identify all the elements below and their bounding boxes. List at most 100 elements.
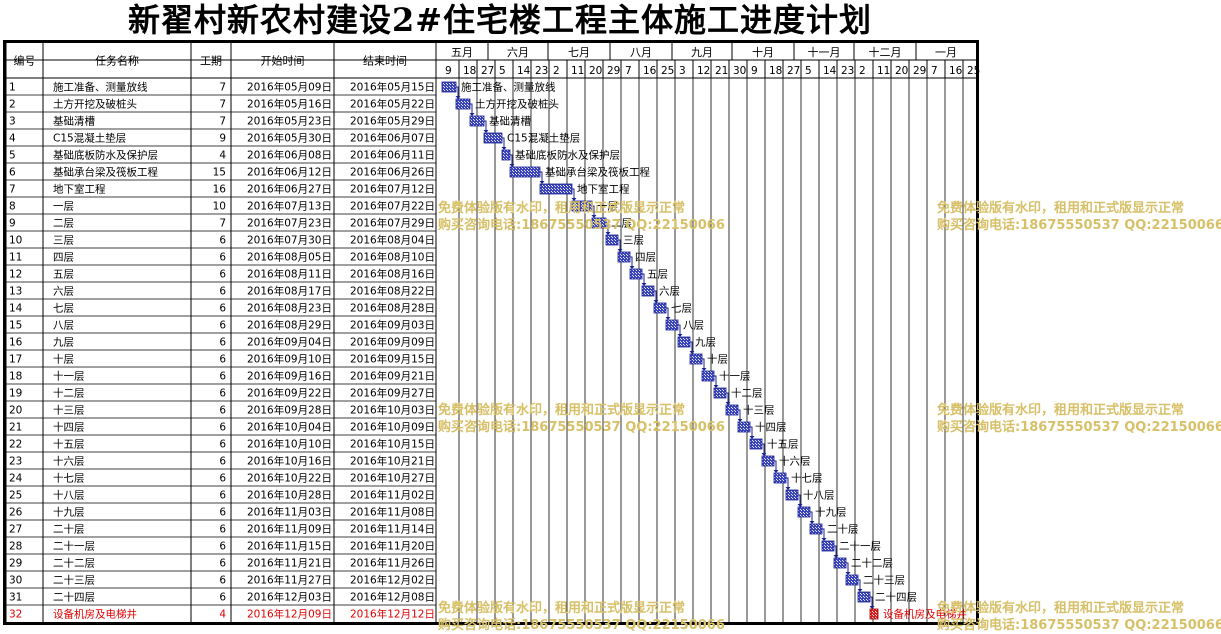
bar-label: 十六层 — [779, 455, 811, 468]
bar-label: 六层 — [659, 286, 680, 298]
task-name: 十九层 — [53, 506, 85, 519]
task-duration: 10 — [213, 201, 226, 213]
task-name: 五层 — [53, 269, 74, 281]
dependency-arrowhead — [469, 113, 475, 116]
watermark-4: 免费体验版有水印，租用和正式版显示正常 购买咨询电话:18675550537 QQ… — [937, 403, 1221, 435]
task-start: 2016年06月08日 — [247, 149, 332, 162]
task-id: 26 — [9, 507, 23, 519]
task-end: 2016年11月02日 — [350, 489, 435, 502]
task-id: 18 — [9, 371, 22, 383]
task-name: 一层 — [53, 201, 74, 213]
column-header-start: 开始时间 — [261, 54, 305, 68]
day-label: 11 — [877, 65, 890, 77]
bar-label: 九层 — [695, 337, 716, 349]
day-label: 23 — [841, 65, 854, 77]
gantt-bar — [785, 489, 799, 501]
task-duration: 6 — [219, 473, 226, 485]
dependency-arrow — [822, 528, 825, 540]
task-duration: 6 — [219, 541, 226, 553]
bar-label: C15混凝土垫层 — [507, 132, 580, 145]
task-name: 基础底板防水及保护层 — [53, 149, 158, 162]
gantt-bar — [701, 370, 715, 382]
day-label: 29 — [913, 65, 926, 77]
task-end: 2016年07月29日 — [350, 217, 435, 230]
task-start: 2016年08月05日 — [247, 251, 332, 264]
month-label: 九月 — [691, 46, 713, 59]
task-id: 9 — [9, 218, 16, 230]
bar-label: 五层 — [647, 269, 668, 281]
task-duration: 4 — [219, 609, 226, 621]
task-start: 2016年09月10日 — [247, 353, 332, 366]
task-start: 2016年09月16日 — [247, 370, 332, 383]
gantt-bar — [509, 166, 541, 178]
dependency-arrowhead — [665, 317, 671, 320]
gantt-bar — [761, 455, 775, 467]
day-label: 7 — [931, 65, 938, 77]
task-end: 2016年10月03日 — [350, 404, 435, 417]
task-start: 2016年11月03日 — [247, 506, 332, 519]
dependency-arrow — [786, 477, 789, 489]
dependency-arrow — [750, 426, 753, 438]
task-end: 2016年06月11日 — [350, 149, 435, 162]
task-id: 20 — [9, 405, 22, 417]
task-id: 7 — [9, 184, 16, 196]
dependency-arrow — [502, 137, 505, 149]
gantt-bar — [809, 523, 823, 535]
task-end: 2016年12月02日 — [350, 574, 435, 587]
task-name: 基础清槽 — [53, 115, 95, 128]
dependency-arrowhead — [821, 538, 827, 541]
dependency-arrowhead — [641, 283, 647, 286]
task-start: 2016年08月23日 — [247, 302, 332, 315]
task-duration: 6 — [219, 337, 226, 349]
bar-label: 十三层 — [743, 404, 775, 417]
month-label: 八月 — [630, 46, 652, 59]
task-start: 2016年09月28日 — [247, 404, 332, 417]
task-duration: 6 — [219, 320, 226, 332]
column-header-end: 结束时间 — [363, 55, 407, 68]
day-label: 11 — [571, 65, 584, 77]
task-name: 二层 — [53, 218, 74, 230]
task-id: 6 — [9, 167, 16, 179]
task-start: 2016年10月16日 — [247, 455, 332, 468]
bar-label: 十五层 — [767, 438, 799, 451]
day-label: 18 — [463, 65, 476, 77]
bar-label: 施工准备、测量放线 — [461, 81, 556, 94]
task-name: 土方开挖及破桩头 — [53, 98, 137, 111]
dependency-arrowhead — [571, 198, 577, 201]
task-duration: 9 — [219, 133, 226, 145]
task-name: 二十三层 — [53, 574, 95, 587]
bar-label: 二十四层 — [875, 591, 917, 604]
task-duration: 6 — [219, 592, 226, 604]
dependency-arrow — [762, 443, 765, 455]
day-label: 25 — [661, 65, 674, 77]
dependency-arrow — [870, 596, 873, 608]
task-duration: 7 — [219, 218, 226, 230]
watermark-1: 免费体验版有水印，租用和正式版显示正常 购买咨询电话:18675550537 QQ… — [438, 201, 725, 233]
dependency-arrow — [456, 86, 459, 98]
bar-label: 一层 — [597, 201, 618, 213]
task-id: 24 — [9, 473, 23, 485]
task-start: 2016年08月29日 — [247, 319, 332, 332]
task-start: 2016年10月04日 — [247, 421, 332, 434]
task-end: 2016年07月22日 — [350, 200, 435, 213]
task-end: 2016年05月22日 — [350, 98, 435, 111]
gantt-bar — [821, 540, 835, 552]
month-label: 一月 — [935, 46, 957, 59]
gantt-bar — [689, 353, 703, 365]
task-name: 十八层 — [53, 489, 85, 502]
bar-label: 十二层 — [731, 387, 763, 400]
month-label: 五月 — [451, 46, 473, 59]
task-name: 十四层 — [53, 421, 85, 434]
task-id: 10 — [9, 235, 22, 247]
dependency-arrowhead — [809, 521, 815, 524]
dependency-arrow — [798, 494, 801, 506]
dependency-arrow — [690, 341, 693, 353]
day-label: 7 — [625, 65, 632, 77]
task-end: 2016年09月09日 — [350, 336, 435, 349]
task-duration: 7 — [219, 99, 226, 111]
gantt-bar — [845, 574, 859, 586]
task-start: 2016年06月27日 — [247, 183, 332, 196]
gantt-bar — [677, 336, 691, 348]
day-label: 5 — [499, 65, 506, 77]
